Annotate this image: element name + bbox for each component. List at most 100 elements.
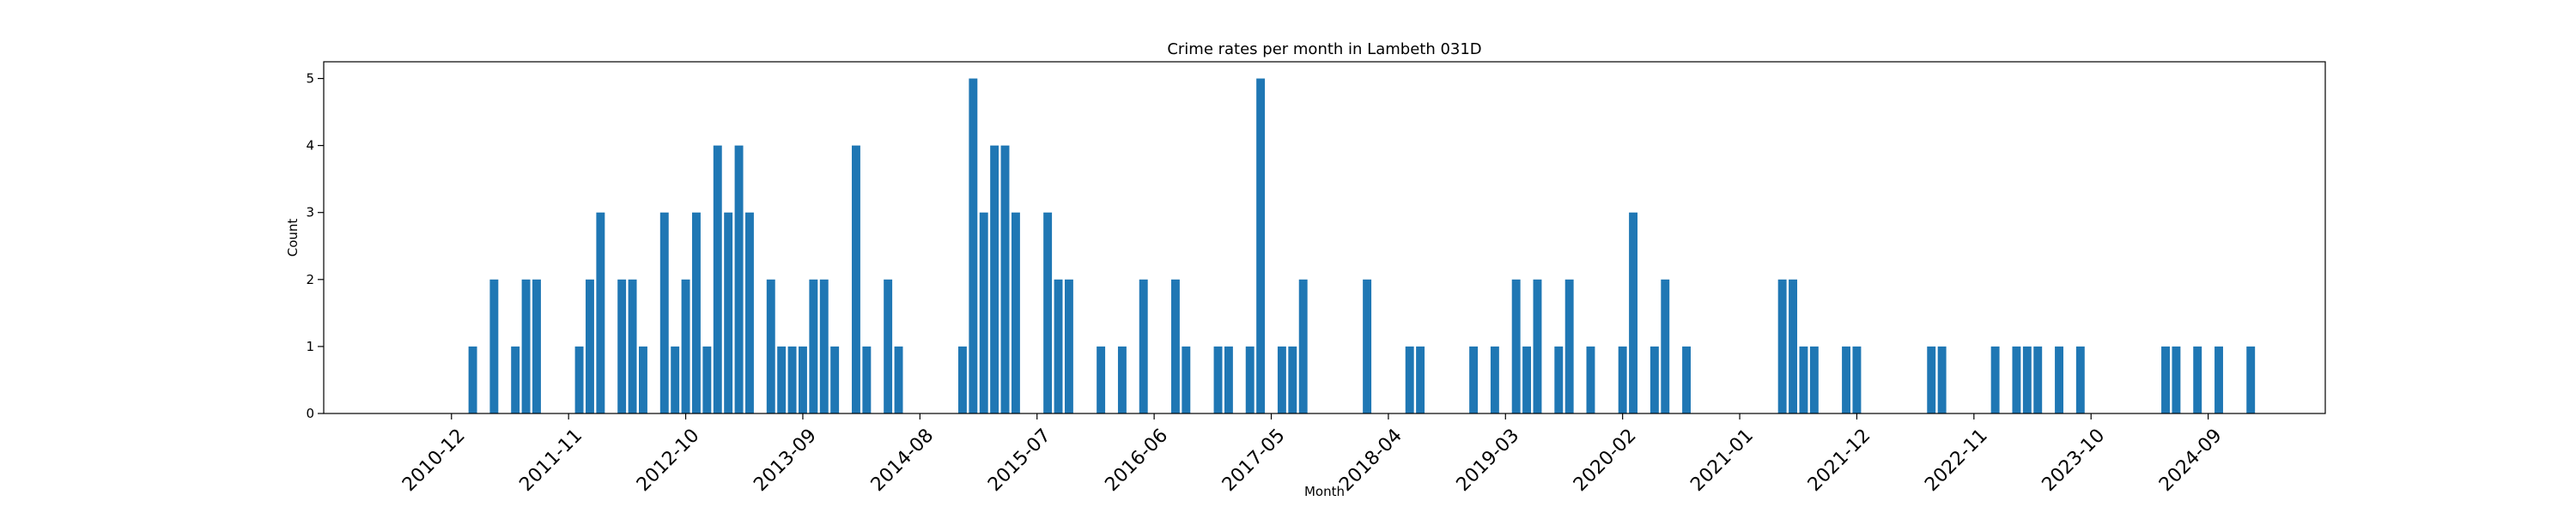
x-tick-label: 2013-09 bbox=[750, 425, 821, 496]
bar-2013-06 bbox=[766, 279, 775, 413]
bar-2018-02 bbox=[1363, 279, 1372, 413]
bar-2019-02 bbox=[1490, 346, 1499, 413]
bar-2023-09 bbox=[2075, 346, 2085, 413]
bar-2018-06 bbox=[1405, 346, 1414, 413]
bar-2013-01 bbox=[713, 145, 722, 413]
y-tick-label: 4 bbox=[306, 138, 314, 154]
bar-2023-07 bbox=[2055, 346, 2063, 413]
bar-2021-07 bbox=[1799, 346, 1808, 413]
bar-2024-10 bbox=[2215, 346, 2223, 413]
bar-2015-10 bbox=[1064, 279, 1073, 413]
bar-2014-03 bbox=[862, 346, 872, 413]
bar-2012-01 bbox=[586, 279, 594, 413]
bar-2013-03 bbox=[734, 145, 744, 413]
bar-2011-07 bbox=[521, 279, 531, 413]
bar-2023-01 bbox=[1990, 346, 2000, 413]
bar-2020-06 bbox=[1661, 279, 1670, 413]
bar-2014-05 bbox=[884, 279, 893, 413]
bar-2018-12 bbox=[1469, 346, 1479, 413]
bar-2021-08 bbox=[1809, 346, 1819, 413]
bar-2021-12 bbox=[1852, 346, 1862, 413]
bar-2017-04 bbox=[1256, 78, 1266, 414]
bar-2021-05 bbox=[1777, 279, 1787, 413]
bar-2014-02 bbox=[851, 145, 860, 413]
bar-2023-03 bbox=[2012, 346, 2021, 413]
bar-2024-05 bbox=[2161, 346, 2170, 413]
bar-2017-06 bbox=[1277, 346, 1286, 413]
bar-2017-08 bbox=[1298, 279, 1308, 413]
bar-2013-08 bbox=[787, 346, 797, 413]
bar-2024-08 bbox=[2193, 346, 2202, 413]
bar-2017-07 bbox=[1288, 346, 1297, 413]
y-tick-label: 0 bbox=[306, 406, 314, 421]
bar-2022-08 bbox=[1937, 346, 1947, 413]
y-tick-label: 2 bbox=[306, 272, 314, 287]
x-tick-label: 2023-10 bbox=[2038, 425, 2110, 496]
y-tick-label: 5 bbox=[306, 71, 314, 87]
x-tick-label: 2019-03 bbox=[1453, 425, 1524, 496]
bar-2020-03 bbox=[1629, 212, 1638, 413]
x-tick-label: 2010-12 bbox=[398, 425, 470, 496]
bar-2022-07 bbox=[1927, 346, 1936, 413]
bar-2011-02 bbox=[468, 346, 477, 413]
bar-2012-09 bbox=[671, 346, 680, 413]
bar-2016-01 bbox=[1097, 346, 1106, 413]
x-tick-label: 2014-08 bbox=[867, 425, 939, 496]
bar-2012-12 bbox=[702, 346, 712, 413]
bar-2012-08 bbox=[659, 212, 669, 413]
bar-2013-11 bbox=[819, 279, 829, 413]
bar-2015-05 bbox=[1011, 212, 1020, 413]
bar-2011-06 bbox=[511, 346, 520, 413]
bar-2021-11 bbox=[1842, 346, 1851, 413]
bar-2016-03 bbox=[1117, 346, 1127, 413]
bar-2016-12 bbox=[1213, 346, 1223, 413]
x-tick-label: 2017-05 bbox=[1218, 425, 1290, 496]
bar-2012-06 bbox=[639, 346, 647, 413]
bar-2017-01 bbox=[1224, 346, 1233, 413]
bar-2023-04 bbox=[2022, 346, 2032, 413]
bar-2019-04 bbox=[1511, 279, 1521, 413]
y-tick-label: 1 bbox=[306, 339, 314, 354]
bar-2021-06 bbox=[1789, 279, 1798, 413]
x-tick-label: 2011-11 bbox=[515, 425, 586, 496]
bar-2013-07 bbox=[777, 346, 787, 413]
bar-2012-02 bbox=[596, 212, 605, 413]
bar-2015-08 bbox=[1043, 212, 1053, 413]
bar-2013-04 bbox=[745, 212, 754, 413]
x-tick-label: 2020-02 bbox=[1570, 425, 1641, 496]
bar-2011-08 bbox=[532, 279, 541, 413]
x-tick-label: 2016-06 bbox=[1101, 425, 1172, 496]
bar-2013-09 bbox=[798, 346, 807, 413]
bar-2014-12 bbox=[957, 346, 967, 413]
y-axis-label: Count bbox=[285, 219, 301, 257]
bar-2019-09 bbox=[1564, 279, 1574, 413]
x-tick-label: 2018-04 bbox=[1335, 425, 1406, 496]
bar-2018-07 bbox=[1416, 346, 1425, 413]
bar-2023-05 bbox=[2033, 346, 2043, 413]
bar-2012-10 bbox=[681, 279, 690, 413]
bar-2011-04 bbox=[489, 279, 499, 413]
plot-frame bbox=[323, 61, 2326, 414]
bar-2020-02 bbox=[1618, 346, 1627, 413]
bar-2020-05 bbox=[1649, 346, 1659, 413]
bar-2013-10 bbox=[809, 279, 818, 413]
x-axis-label: Month bbox=[1304, 484, 1345, 499]
bar-2011-12 bbox=[574, 346, 584, 413]
bar-2015-03 bbox=[990, 145, 999, 413]
x-tick-label: 2024-09 bbox=[2155, 425, 2227, 496]
bar-2015-01 bbox=[969, 78, 978, 414]
chart-title: Crime rates per month in Lambeth 031D bbox=[1167, 40, 1481, 58]
bar-2012-05 bbox=[628, 279, 637, 413]
x-tick-label: 2012-10 bbox=[633, 425, 704, 496]
bar-2013-12 bbox=[830, 346, 840, 413]
bar-2016-05 bbox=[1139, 279, 1148, 413]
bar-2024-06 bbox=[2172, 346, 2181, 413]
bar-2019-06 bbox=[1533, 279, 1542, 413]
bar-2025-01 bbox=[2246, 346, 2256, 413]
y-tick-label: 3 bbox=[306, 205, 314, 220]
bar-2015-04 bbox=[1000, 145, 1010, 413]
bar-2016-08 bbox=[1170, 279, 1180, 413]
bar-2019-08 bbox=[1554, 346, 1564, 413]
